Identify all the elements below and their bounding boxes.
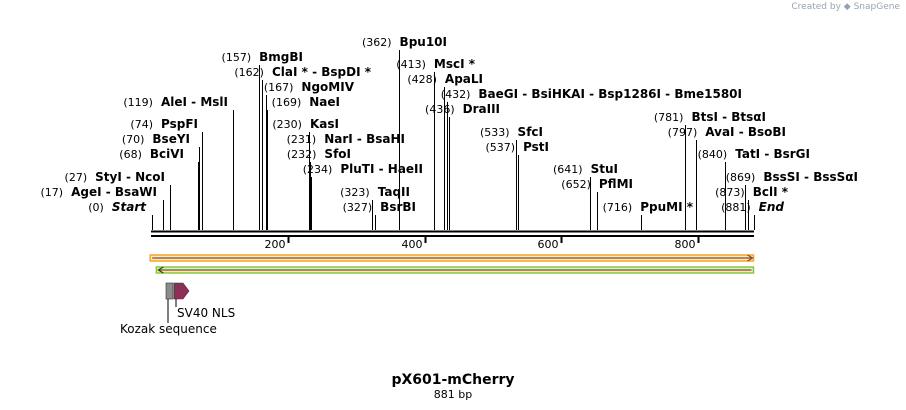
- cut-site-position: (17): [41, 186, 64, 199]
- cut-site-position: (873): [715, 186, 745, 199]
- cut-site-name[interactable]: BciVI: [150, 147, 184, 161]
- cut-site-name[interactable]: ClaI * - BspDI *: [272, 65, 372, 79]
- kozak-sequence-block[interactable]: [165, 282, 174, 300]
- arrow-right-icon: [747, 254, 754, 262]
- cut-site-position: (68): [119, 148, 142, 161]
- cut-site-position: (716): [603, 201, 633, 214]
- cut-site-position: (413): [396, 58, 426, 71]
- cut-site-position: (162): [234, 66, 264, 79]
- cut-site-name[interactable]: Bpu10I: [400, 35, 447, 49]
- cut-site-name[interactable]: MscI *: [434, 57, 476, 71]
- cut-site-position: (797): [668, 126, 698, 139]
- snapgene-logo-icon: ◆: [843, 2, 851, 12]
- cut-site-name[interactable]: PluTI - HaeII: [340, 162, 423, 176]
- cut-site-position: (230): [272, 118, 302, 131]
- cut-site-name[interactable]: StyI - NcoI: [95, 170, 165, 184]
- cut-site-position: (74): [130, 118, 153, 131]
- cut-site-name[interactable]: BaeGI - BsiHKAI - Bsp1286I - Bme1580I: [478, 87, 742, 101]
- cut-site-name[interactable]: BssSI - BssSαI: [763, 170, 858, 184]
- cut-site-name[interactable]: PstI: [523, 140, 549, 154]
- map-title: pX601-mCherry: [391, 372, 514, 388]
- cut-site-position: (428): [407, 73, 437, 86]
- cut-site-name[interactable]: BclI *: [753, 185, 789, 199]
- cut-site-position: (641): [553, 163, 583, 176]
- cut-site-position: (533): [480, 126, 510, 139]
- cut-site-name[interactable]: SfoI: [324, 147, 351, 161]
- cut-site-name[interactable]: DraIII: [463, 102, 500, 116]
- cut-site-name[interactable]: TatI - BsrGI: [735, 147, 810, 161]
- cut-site-position: (362): [362, 36, 392, 49]
- cut-site-position: (869): [726, 171, 756, 184]
- cut-site-position: (323): [340, 186, 370, 199]
- ruler-tick-label: 600: [538, 238, 559, 251]
- cut-site-name[interactable]: BtsI - BtsαI: [691, 110, 766, 124]
- created-by-text: Created by: [791, 2, 841, 12]
- cut-site-name[interactable]: NaeI: [309, 95, 340, 109]
- cut-site-position: (167): [264, 81, 294, 94]
- cut-site-position: (537): [485, 141, 515, 154]
- cut-site-labels: (362) Bpu10I (157) BmgBI (162) ClaI * - BspDI…: [41, 35, 859, 214]
- cut-site-position: (27): [65, 171, 88, 184]
- cut-site-position: (432): [441, 88, 471, 101]
- cut-site-name[interactable]: BseYI: [152, 132, 190, 146]
- cut-site-name[interactable]: NgoMIV: [301, 80, 354, 94]
- ruler-ticks: 200 400 600 800: [265, 237, 700, 251]
- kozak-label: Kozak sequence: [120, 322, 217, 336]
- cut-site-position: (231): [287, 133, 317, 146]
- cut-site-position: (840): [698, 148, 728, 161]
- cut-site-position: (234): [303, 163, 333, 176]
- cut-site-position: (119): [123, 96, 153, 109]
- cut-site-name[interactable]: BmgBI: [259, 50, 303, 64]
- snapgene-brand-name: SnapGene: [853, 2, 900, 12]
- snapgene-branding: Created by ◆ SnapGene: [791, 2, 900, 12]
- cut-site-name[interactable]: AleI - MslI: [161, 95, 228, 109]
- cut-site-name[interactable]: PspFI: [161, 117, 198, 131]
- cut-site-name[interactable]: End: [759, 200, 785, 214]
- cut-site-name[interactable]: TaqII: [378, 185, 410, 199]
- cut-site-position: (436): [425, 103, 455, 116]
- ruler-tick-label: 200: [265, 238, 286, 251]
- cut-site-name[interactable]: Start: [112, 200, 147, 214]
- cut-site-name[interactable]: StuI: [591, 162, 618, 176]
- cut-site-name[interactable]: KasI: [310, 117, 339, 131]
- cut-site-position: (781): [654, 111, 684, 124]
- ruler-tick-label: 800: [675, 238, 696, 251]
- cut-site-position: (881): [721, 201, 751, 214]
- cut-site-lines: [152, 50, 755, 230]
- small-features: SV40 NLS Kozak sequence: [120, 282, 235, 336]
- cut-site-position: (652): [561, 178, 591, 191]
- sv40-nls-label: SV40 NLS: [177, 306, 235, 320]
- cut-site-name[interactable]: SfcI: [518, 125, 543, 139]
- cut-site-name[interactable]: ApaLI: [445, 72, 483, 86]
- sv40-nls-arrow[interactable]: [173, 282, 190, 300]
- cut-site-position: (169): [272, 96, 302, 109]
- cut-site-name[interactable]: AgeI - BsaWI: [71, 185, 157, 199]
- cut-site-name[interactable]: BsrBI: [380, 200, 416, 214]
- feature-tracks: [149, 254, 755, 274]
- cut-site-name[interactable]: NarI - BsaHI: [324, 132, 405, 146]
- map-length: 881 bp: [434, 388, 472, 401]
- arrow-left-icon: [157, 266, 164, 274]
- cut-site-position: (157): [222, 51, 252, 64]
- cut-site-name[interactable]: PflMI: [599, 177, 633, 191]
- cut-site-position: (0): [88, 201, 104, 214]
- ruler-tick-label: 400: [402, 238, 423, 251]
- cut-site-position: (70): [122, 133, 145, 146]
- cut-site-name[interactable]: AvaI - BsoBI: [705, 125, 786, 139]
- cut-site-position: (327): [343, 201, 373, 214]
- cut-site-position: (232): [287, 148, 317, 161]
- cut-site-name[interactable]: PpuMI *: [640, 200, 694, 214]
